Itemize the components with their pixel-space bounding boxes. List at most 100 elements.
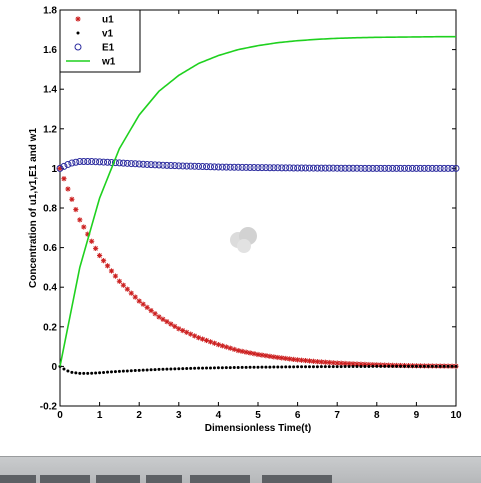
series-v1-point: [359, 364, 363, 368]
series-v1-point: [331, 365, 335, 369]
series-u1-point: [184, 329, 190, 335]
series-v1-point: [327, 365, 331, 369]
series-u1-point: [120, 282, 126, 288]
series-v1-point: [383, 364, 387, 368]
series-v1-point: [149, 368, 153, 372]
series-v1-point: [165, 367, 169, 371]
series-E1-point: [313, 164, 321, 172]
series-v1-point: [410, 364, 414, 368]
series-u1-point: [227, 345, 233, 351]
series-v1-point: [173, 367, 177, 371]
series-E1-point: [440, 164, 448, 172]
series-E1-point: [428, 164, 436, 172]
series-v1-point: [236, 365, 240, 369]
series-u1-point: [168, 321, 174, 327]
series-u1-point: [128, 290, 134, 296]
x-tick-label: 2: [136, 410, 142, 421]
series-E1-point: [317, 164, 325, 172]
series-E1-point: [84, 157, 92, 165]
series-v1-point: [232, 366, 236, 370]
series-u1-point: [346, 361, 352, 367]
series-E1-point: [349, 164, 357, 172]
x-tick-label: 4: [216, 410, 222, 421]
series-u1-point: [338, 360, 344, 366]
series-v1-point: [276, 365, 280, 369]
series-E1-point: [119, 159, 127, 167]
series-u1-point: [73, 206, 79, 213]
series-u1-point: [104, 263, 111, 269]
series-E1-point: [246, 163, 254, 171]
y-tick-label: 0.4: [43, 283, 57, 294]
series-u1-point: [255, 351, 261, 358]
x-axis-label: Dimensionless Time(t): [205, 423, 312, 434]
series-v1-point: [201, 366, 205, 370]
series-v1-point: [102, 370, 106, 374]
series-u1-point: [140, 301, 146, 307]
series-v1-point: [109, 370, 113, 374]
series-E1-point: [234, 163, 242, 171]
y-tick-label: 1.6: [43, 45, 57, 56]
series-E1-point: [298, 164, 306, 172]
series-E1-point: [131, 160, 139, 168]
series-v1-point: [70, 370, 74, 374]
series-E1-point: [96, 158, 104, 166]
taskbar-segment: [40, 475, 90, 483]
series-v1-point: [430, 364, 434, 368]
series-v1-point: [434, 364, 438, 368]
series-v1-point: [137, 368, 141, 372]
y-tick-label: 1.2: [43, 124, 57, 135]
series-E1-point: [432, 164, 440, 172]
x-tick-label: 5: [255, 410, 261, 421]
series-u1-point: [243, 349, 249, 355]
series-v1-point: [422, 364, 426, 368]
series-v1-point: [454, 364, 458, 368]
series-v1-point: [189, 366, 193, 370]
series-v1-point: [78, 371, 82, 375]
series-v1-point: [185, 367, 189, 371]
series-v1-point: [426, 364, 430, 368]
series-u1-point: [207, 339, 214, 345]
y-tick-label: 0.2: [43, 322, 57, 333]
series-E1-point: [401, 164, 409, 172]
taskbar-segment: [262, 475, 332, 483]
series-v1-point: [141, 368, 145, 372]
series-v1-point: [300, 365, 304, 369]
legend-entry-v1: v1: [76, 29, 114, 40]
series-E1: [56, 157, 460, 172]
series-E1-point: [155, 161, 163, 169]
series-u1-point: [231, 346, 237, 352]
x-tick-label: 7: [334, 410, 340, 421]
series-E1-point: [389, 164, 397, 172]
series-E1-point: [127, 160, 135, 168]
series-v1-point: [315, 365, 319, 369]
series-u1-point: [164, 319, 170, 325]
series-E1-point: [195, 162, 203, 170]
series-v1-point: [125, 369, 129, 373]
series-v1-point: [260, 365, 264, 369]
series-E1-point: [230, 163, 238, 171]
series-E1-point: [139, 160, 147, 168]
series-u1-point: [203, 337, 210, 344]
series-v1-point: [391, 364, 395, 368]
series-E1-point: [321, 164, 329, 172]
series-u1-point: [239, 348, 245, 354]
series-E1-point: [100, 158, 108, 166]
window-taskbar: [0, 456, 481, 483]
series-E1-point: [286, 164, 294, 172]
series-E1-point: [448, 164, 456, 172]
y-tick-label: 0.6: [43, 243, 57, 254]
series-E1-point: [353, 164, 361, 172]
series-v1-point: [311, 365, 315, 369]
series-u1-point: [298, 357, 305, 363]
series-u1-point: [144, 304, 150, 310]
taskbar-segment: [190, 475, 250, 483]
series-v1-point: [197, 366, 201, 370]
series-E1-point: [365, 164, 373, 172]
series-E1-point: [187, 162, 195, 170]
series-v1-point: [66, 369, 70, 373]
series-u1-point: [176, 326, 182, 332]
series-E1-point: [357, 164, 365, 172]
series-u1-point: [97, 252, 103, 259]
series-E1-point: [290, 164, 298, 172]
series-E1-point: [254, 164, 262, 172]
